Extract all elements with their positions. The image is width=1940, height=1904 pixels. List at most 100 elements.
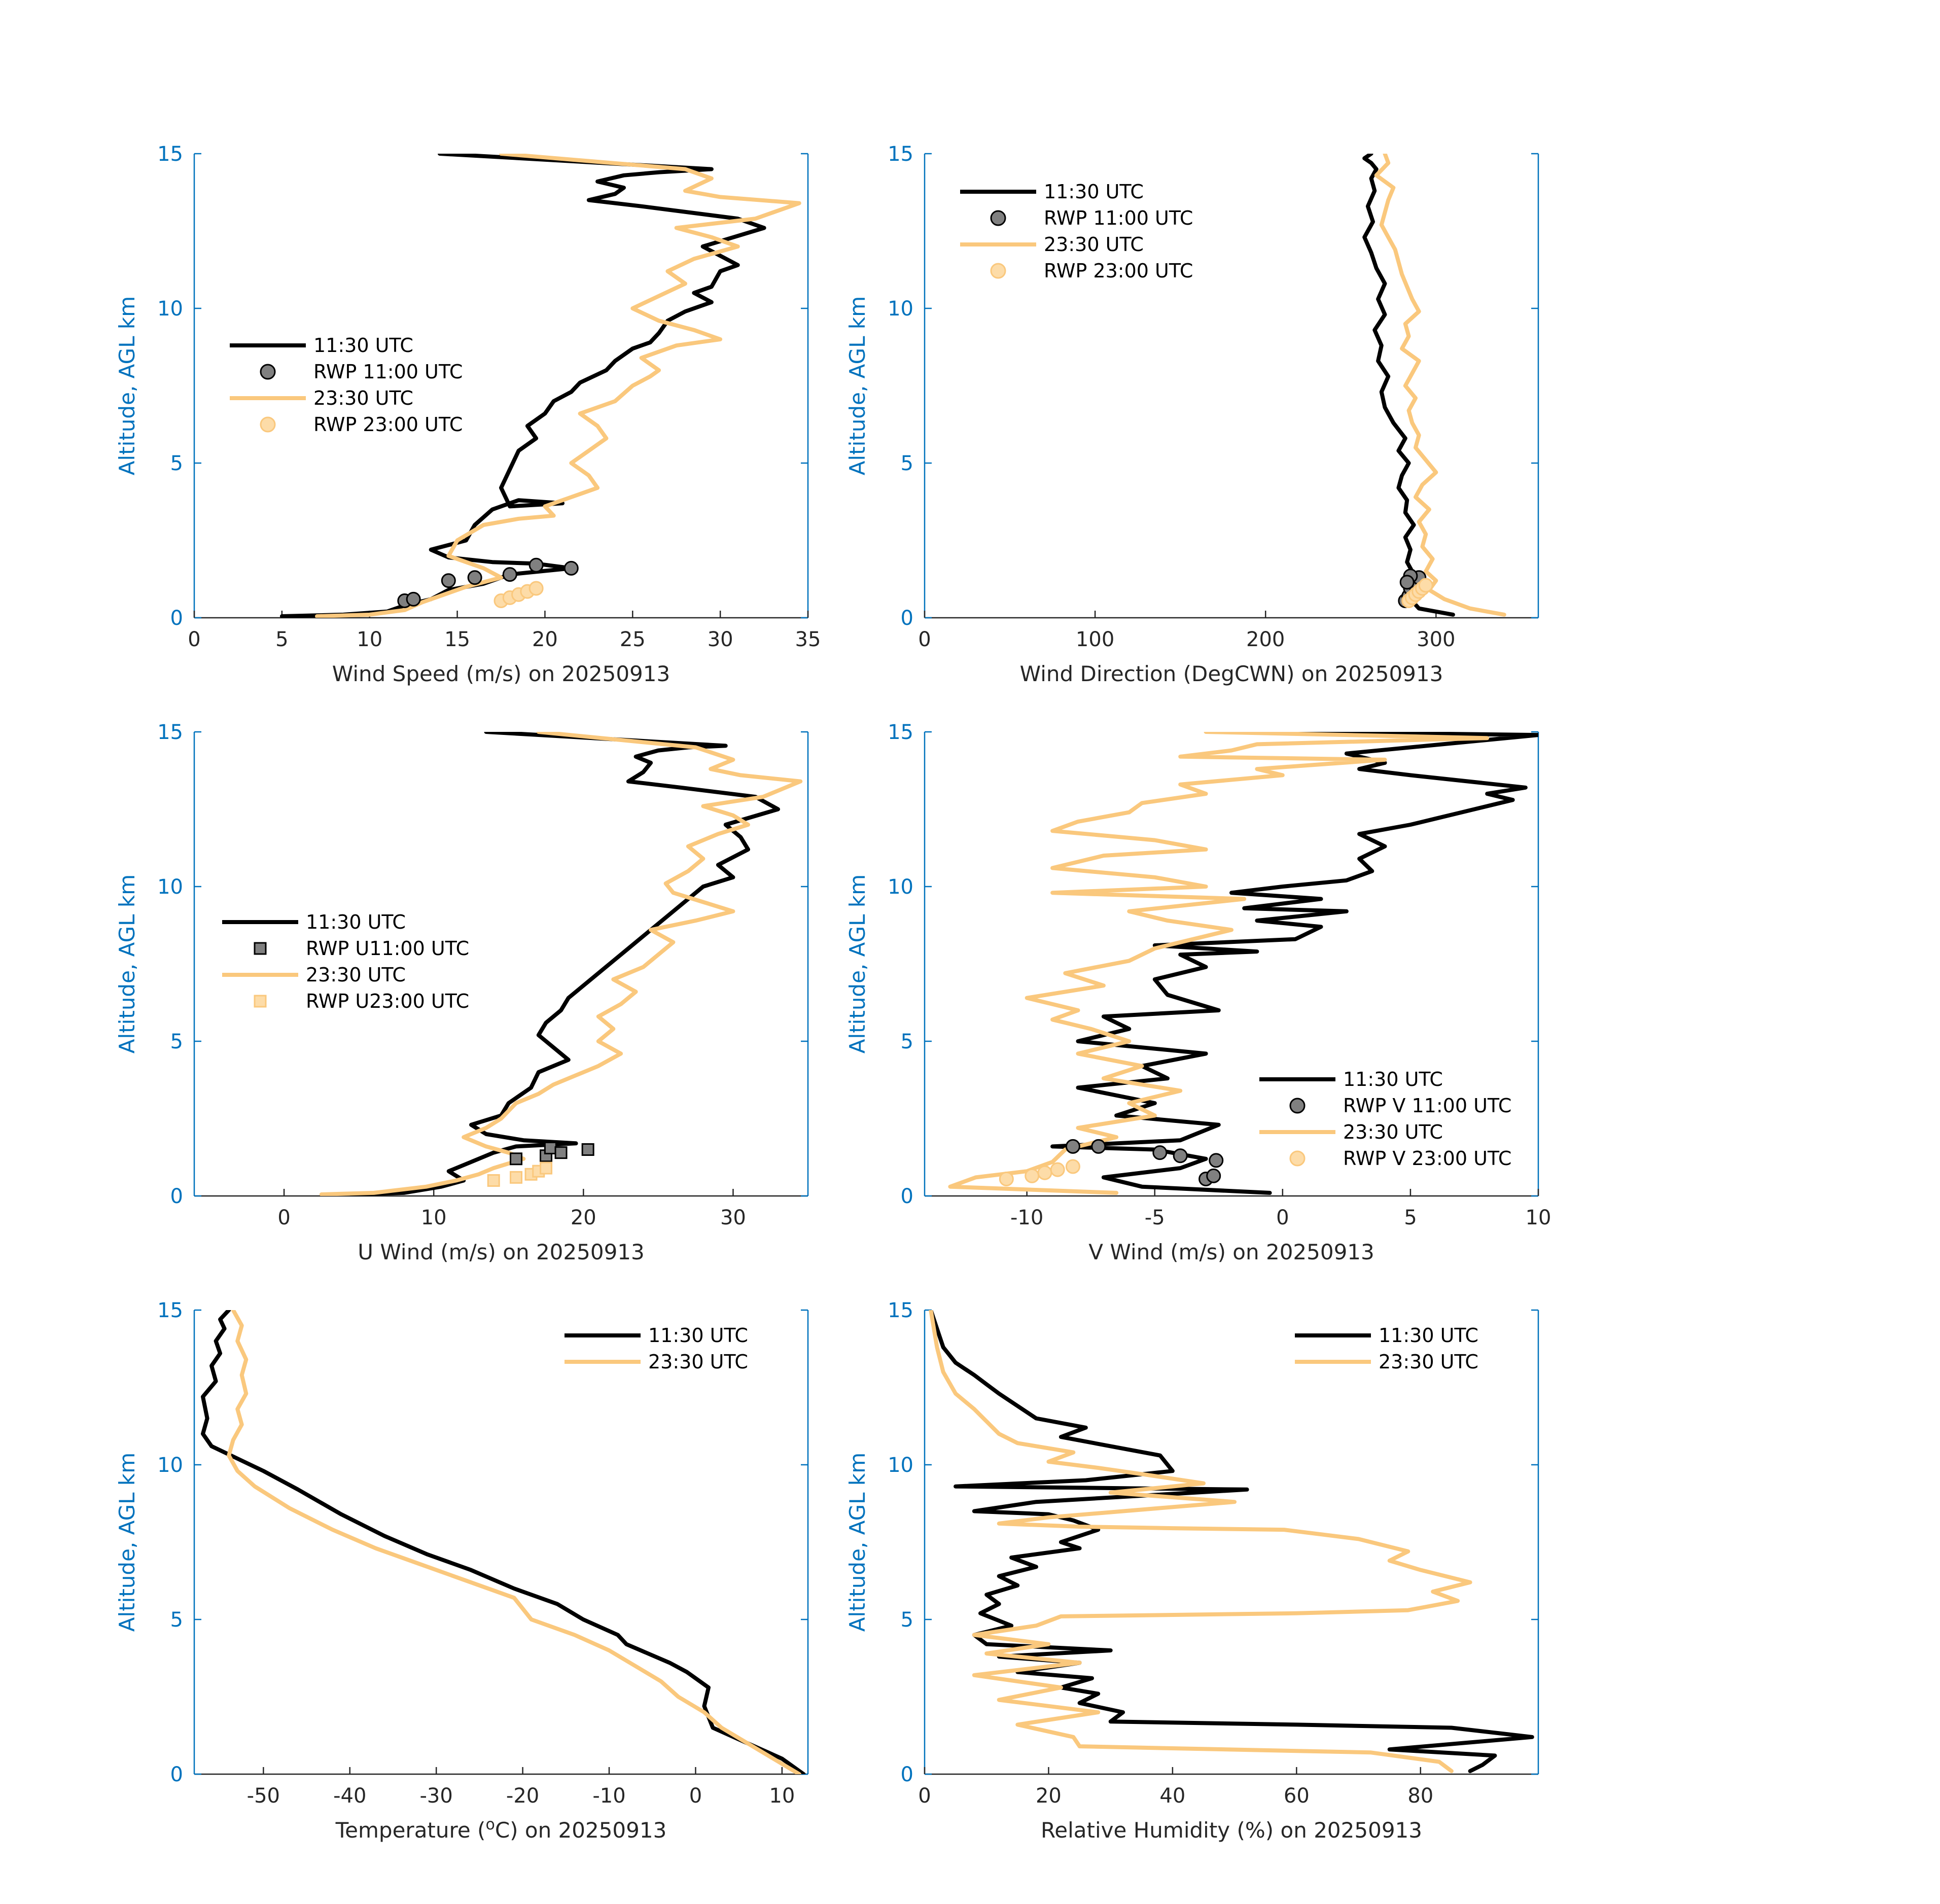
legend-label: 11:30 UTC: [648, 1324, 748, 1347]
x-tick-label: 0: [689, 1784, 702, 1808]
legend: 11:30 UTC 23:30 UTC: [1295, 1324, 1478, 1373]
x-axis-title: Temperature (oC) on 20250913: [335, 1816, 667, 1843]
data-point: [544, 1141, 557, 1154]
data-point: [1209, 1153, 1224, 1168]
y-tick-label: 10: [157, 875, 183, 899]
x-tick-label: 25: [620, 628, 646, 651]
y-tick-label: 15: [888, 1299, 913, 1322]
legend-swatch-marker: [260, 416, 276, 433]
series-line: [1050, 732, 1538, 1195]
plot-area: [201, 1310, 806, 1774]
data-point: [510, 1152, 523, 1166]
series-line: [929, 1310, 1534, 1773]
x-tick-label: -5: [1145, 1206, 1165, 1229]
panel-v-wind: 0 5 10 15 -10 -5 0 5 10 V Wind (m/s) on 20250913 A…: [845, 721, 1551, 1264]
y-tick-label: 5: [901, 452, 913, 475]
y-tick-label: 5: [901, 1608, 913, 1632]
panel-relative-humidity: 0 5 10 15 0 20 40 60 80 Relative Humidity (%) on …: [845, 1299, 1539, 1843]
x-tick-label: -30: [420, 1784, 453, 1808]
data-point: [554, 1146, 568, 1159]
data-point: [1206, 1168, 1221, 1183]
x-tick-label: 10: [421, 1206, 447, 1229]
x-axis-title-superscript: o: [485, 1816, 495, 1834]
series-line: [929, 1310, 1472, 1773]
x-tick-label: 10: [769, 1784, 795, 1808]
series-line: [1374, 154, 1506, 617]
legend-label: 23:30 UTC: [1044, 233, 1144, 256]
data-point: [1037, 1165, 1052, 1180]
x-tick-label: 35: [795, 628, 821, 651]
legend-swatch-marker: [990, 263, 1006, 279]
y-tick-label: 0: [170, 607, 183, 630]
x-tick-label: 20: [532, 628, 558, 651]
legend: 11:30 UTC 23:30 UTC: [565, 1324, 748, 1373]
x-axis-title-part: Temperature (: [335, 1818, 486, 1843]
x-tick-label: 40: [1159, 1784, 1185, 1808]
y-tick-label: 10: [888, 297, 913, 321]
data-point: [1091, 1139, 1106, 1154]
y-tick-label: 15: [888, 143, 913, 166]
y-tick-label: 5: [170, 1030, 183, 1053]
x-tick-label: -50: [247, 1784, 280, 1808]
plot-area: [1362, 154, 1506, 617]
x-tick-label: 5: [275, 628, 288, 651]
y-tick-label: 10: [157, 297, 183, 321]
y-tick-label: 15: [888, 721, 913, 744]
data-point: [1065, 1159, 1080, 1174]
y-axis-title: Altitude, AGL km: [845, 296, 870, 475]
series-line: [948, 732, 1490, 1195]
x-tick-label: 0: [277, 1206, 290, 1229]
x-tick-label: 0: [918, 1784, 931, 1808]
legend-label: 11:30 UTC: [313, 334, 413, 357]
series-line: [319, 732, 803, 1196]
y-tick-label: 5: [901, 1030, 913, 1053]
y-axis-title: Altitude, AGL km: [115, 874, 139, 1053]
data-point: [1065, 1139, 1080, 1154]
x-tick-label: 100: [1076, 628, 1114, 651]
legend-label: RWP V 11:00 UTC: [1343, 1095, 1511, 1117]
data-point: [441, 573, 456, 588]
y-tick-label: 0: [901, 1763, 913, 1786]
x-tick-label: 30: [708, 628, 733, 651]
y-axis-title: Altitude, AGL km: [115, 296, 139, 475]
legend-swatch-marker: [260, 364, 276, 380]
series-line: [315, 154, 801, 618]
data-point: [563, 560, 579, 576]
x-tick-label: 20: [1036, 1784, 1062, 1808]
legend-label: RWP 11:00 UTC: [1044, 207, 1193, 229]
data-point: [1418, 578, 1433, 593]
series-line: [279, 154, 766, 618]
data-point: [487, 1174, 500, 1187]
x-tick-label: -40: [333, 1784, 366, 1808]
plot-area: [948, 732, 1538, 1195]
x-tick-label: 200: [1246, 628, 1285, 651]
data-point: [1152, 1145, 1168, 1160]
x-tick-label: 15: [444, 628, 470, 651]
data-point: [1025, 1168, 1040, 1183]
legend-label: 11:30 UTC: [306, 911, 406, 933]
x-axis-title: Wind Direction (DegCWN) on 20250913: [1020, 661, 1443, 686]
data-point: [528, 557, 544, 573]
series-line: [201, 1310, 806, 1774]
x-tick-label: 10: [1526, 1206, 1551, 1229]
x-tick-label: 30: [720, 1206, 746, 1229]
series-line: [349, 732, 780, 1196]
y-tick-label: 10: [888, 1454, 913, 1477]
legend-label: 11:30 UTC: [1343, 1068, 1443, 1090]
y-tick-label: 5: [170, 1608, 183, 1632]
legend-label: RWP U11:00 UTC: [306, 937, 469, 960]
x-tick-label: 0: [188, 628, 200, 651]
y-tick-label: 10: [157, 1454, 183, 1477]
legend-label: 11:30 UTC: [1379, 1324, 1478, 1347]
legend: 11:30 UTC RWP U11:00 UTC 23:30 UTC RWP U23:…: [222, 911, 469, 1012]
y-tick-label: 15: [157, 721, 183, 744]
panel-wind-speed: 0 5 10 15 0 5 10 15 20 25 30 35 Wind Speed (m/s) on …: [115, 143, 821, 686]
y-tick-label: 0: [170, 1185, 183, 1208]
x-tick-label: -10: [1010, 1206, 1043, 1229]
legend: 11:30 UTC RWP 11:00 UTC 23:30 UTC RWP 23:00…: [960, 181, 1193, 282]
legend-label: RWP V 23:00 UTC: [1343, 1147, 1511, 1170]
legend-label: RWP U23:00 UTC: [306, 990, 469, 1012]
legend-swatch-marker: [1289, 1150, 1306, 1167]
data-point: [510, 1171, 523, 1184]
